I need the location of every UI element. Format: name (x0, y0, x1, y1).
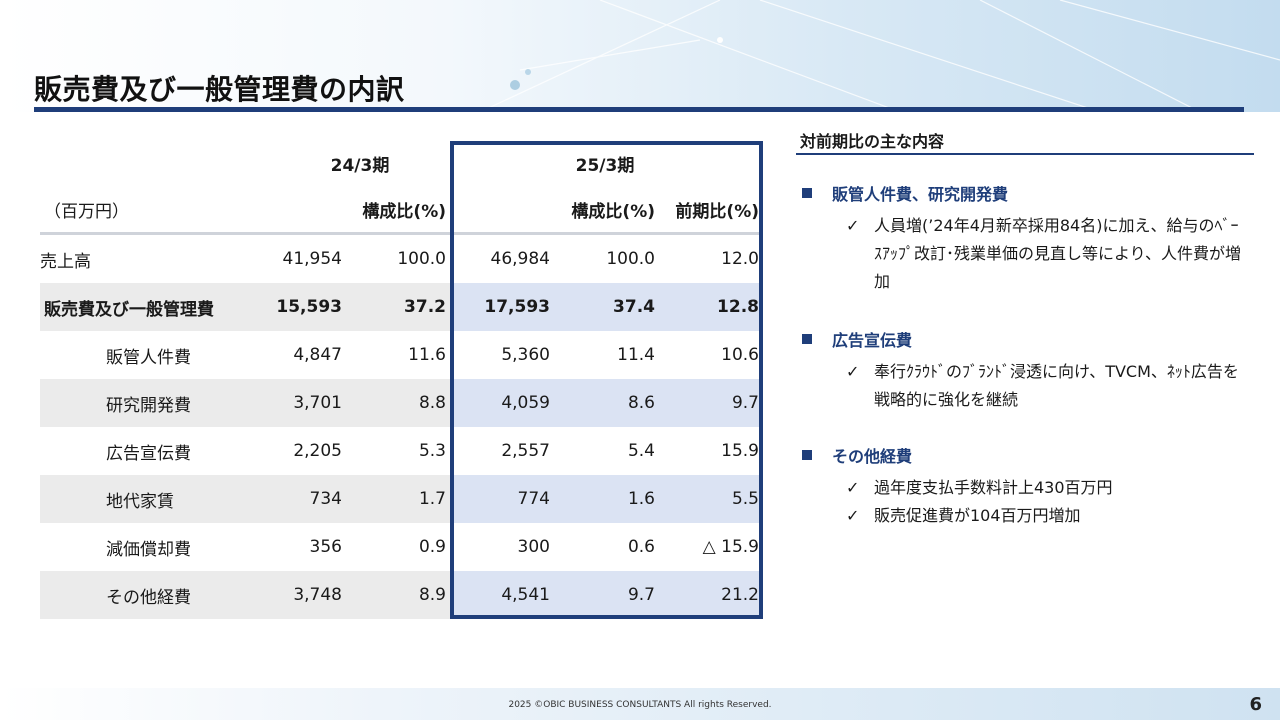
table-row: 減価償却費 356 0.9 300 0.6 △ 15.9 (40, 523, 762, 571)
section-heading: 販管人件費、研究開発費 (832, 185, 1009, 204)
ratio-24: 37.2 (404, 297, 446, 317)
section-item: 過年度支払手数料計上430百万円 (874, 478, 1113, 497)
yoy: 15.9 (721, 441, 759, 461)
yoy: 12.8 (717, 297, 759, 317)
ratio-24: 100.0 (397, 249, 446, 269)
row-label: 売上高 (40, 251, 91, 272)
unit-label: （百万円） (44, 201, 129, 222)
yoy: 10.6 (721, 345, 759, 365)
table-row: 販管人件費 4,847 11.6 5,360 11.4 10.6 (40, 331, 762, 379)
ratio-25: 0.6 (627, 537, 655, 557)
value-24: 2,205 (293, 441, 342, 461)
panel-section: 販管人件費、研究開発費 ✓ 人員増(’24年4月新卒採用84名)に加え、給与のﾍﾞ… (800, 180, 1250, 296)
period-24: 24/3期 (330, 155, 390, 176)
decorative-network-graphic (479, 0, 1280, 112)
ratio-25: 11.4 (617, 345, 655, 365)
yoy: 9.7 (731, 393, 759, 413)
ratio-25: 37.4 (613, 297, 655, 317)
copyright-text: 2025 ©OBIC BUSINESS CONSULTANTS All righ… (508, 700, 772, 710)
yoy: △ 15.9 (702, 537, 759, 557)
yoy: 21.2 (721, 585, 759, 605)
ratio-24: 8.8 (418, 393, 446, 413)
yoy: 5.5 (731, 489, 759, 509)
panel-section: 広告宣伝費 ✓ 奉行ｸﾗｳﾄﾞのﾌﾞﾗﾝﾄﾞ浸透に向け、TVCM、ﾈｯﾄ広告を戦略… (800, 326, 1250, 414)
square-bullet-icon (802, 334, 812, 344)
row-label: 販管人件費 (106, 347, 191, 368)
square-bullet-icon (802, 450, 812, 460)
check-icon: ✓ (846, 362, 860, 381)
section-item: 販売促進費が104百万円増加 (874, 506, 1081, 525)
period-25: 25/3期 (575, 155, 635, 176)
check-icon: ✓ (846, 506, 860, 525)
value-24: 3,748 (293, 585, 342, 605)
table-row: 販売費及び一般管理費 15,593 37.2 17,593 37.4 12.8 (40, 283, 762, 331)
value-24: 41,954 (282, 249, 342, 269)
value-24: 15,593 (276, 297, 342, 317)
ratio-25: 8.6 (627, 393, 655, 413)
square-bullet-icon (802, 188, 812, 198)
value-25: 5,360 (501, 345, 550, 365)
panel-divider (796, 153, 1254, 155)
row-label: その他経費 (106, 587, 191, 608)
row-label: 研究開発費 (106, 395, 191, 416)
panel-section: その他経費 ✓ 過年度支払手数料計上430百万円 ✓ 販売促進費が104百万円増加 (800, 442, 1250, 530)
table-column-header: （百万円） 構成比(%) 構成比(%) 前期比(%) (40, 186, 762, 232)
ratio-25-header: 構成比(%) (571, 201, 655, 222)
check-icon: ✓ (846, 478, 860, 497)
ratio-24: 5.3 (418, 441, 446, 461)
ratio-24: 8.9 (418, 585, 446, 605)
row-label: 減価償却費 (106, 539, 191, 560)
table-period-header: 24/3期 25/3期 (40, 140, 762, 186)
ratio-24: 1.7 (418, 489, 446, 509)
row-label: 地代家賃 (106, 491, 174, 512)
table-row: その他経費 3,748 8.9 4,541 9.7 21.2 (40, 571, 762, 619)
ratio-25: 5.4 (627, 441, 655, 461)
ratio-24-header: 構成比(%) (362, 201, 446, 222)
check-icon: ✓ (846, 216, 860, 235)
title-divider (34, 107, 1244, 112)
table-row: 売上高 41,954 100.0 46,984 100.0 12.0 (40, 232, 762, 283)
header-background (0, 0, 1280, 112)
ratio-25: 1.6 (627, 489, 655, 509)
section-heading: その他経費 (832, 447, 913, 466)
table-row: 研究開発費 3,701 8.8 4,059 8.6 9.7 (40, 379, 762, 427)
value-24: 3,701 (293, 393, 342, 413)
ratio-24: 0.9 (418, 537, 446, 557)
page-title: 販売費及び一般管理費の内訳 (34, 73, 405, 106)
section-item: 奉行ｸﾗｳﾄﾞのﾌﾞﾗﾝﾄﾞ浸透に向け、TVCM、ﾈｯﾄ広告を戦略的に強化を継続 (874, 362, 1239, 409)
row-label: 広告宣伝費 (106, 443, 191, 464)
value-24: 4,847 (293, 345, 342, 365)
ratio-25: 9.7 (627, 585, 655, 605)
table-row: 地代家賃 734 1.7 774 1.6 5.5 (40, 475, 762, 523)
panel-title: 対前期比の主な内容 (800, 132, 945, 151)
ratio-24: 11.6 (408, 345, 446, 365)
value-25: 17,593 (484, 297, 550, 317)
page-number: 6 (1249, 694, 1262, 715)
expense-table: 24/3期 25/3期 （百万円） 構成比(%) 構成比(%) 前期比(%) 売… (40, 140, 762, 619)
yoy: 12.0 (721, 249, 759, 269)
footer-background (0, 688, 1280, 720)
value-25: 46,984 (490, 249, 550, 269)
value-24: 356 (309, 537, 342, 557)
table-row: 広告宣伝費 2,205 5.3 2,557 5.4 15.9 (40, 427, 762, 475)
value-24: 734 (309, 489, 342, 509)
yoy-header: 前期比(%) (675, 201, 759, 222)
value-25: 300 (517, 537, 550, 557)
value-25: 4,541 (501, 585, 550, 605)
row-label: 販売費及び一般管理費 (44, 299, 214, 320)
ratio-25: 100.0 (606, 249, 655, 269)
section-item: 人員増(’24年4月新卒採用84名)に加え、給与のﾍﾞｰｽｱｯﾌﾟ改訂･残業単価… (874, 216, 1242, 291)
value-25: 2,557 (501, 441, 550, 461)
section-heading: 広告宣伝費 (832, 331, 913, 350)
value-25: 774 (517, 489, 550, 509)
value-25: 4,059 (501, 393, 550, 413)
